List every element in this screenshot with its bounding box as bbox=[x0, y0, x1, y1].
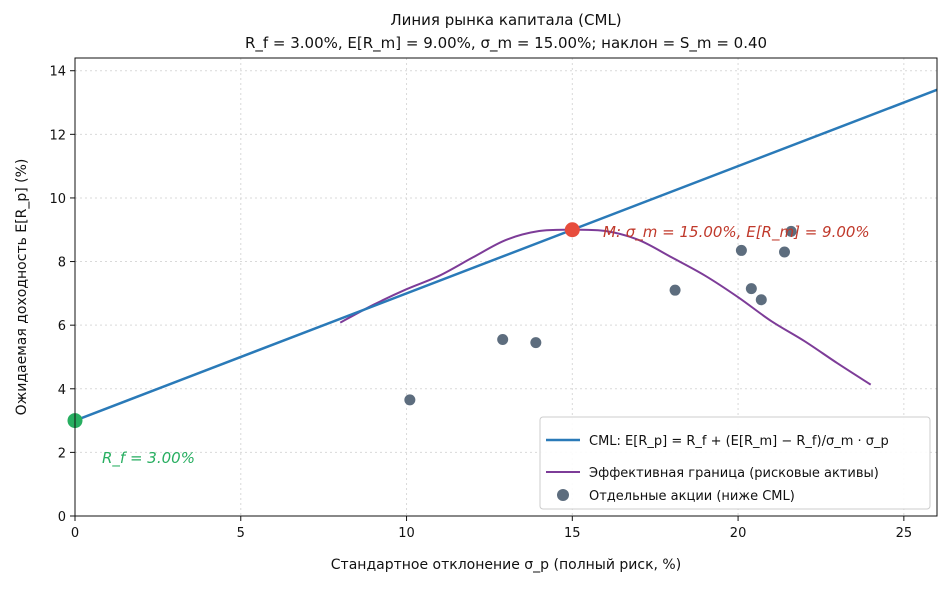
chart-subtitle: R_f = 3.00%, E[R_m] = 9.00%, σ_m = 15.00… bbox=[245, 34, 767, 53]
stock-point bbox=[755, 294, 767, 306]
legend-swatch-stocks bbox=[557, 489, 569, 501]
stock-point bbox=[785, 225, 797, 237]
stock-point bbox=[404, 394, 416, 406]
plot-area bbox=[67, 88, 937, 429]
y-tick-label: 8 bbox=[58, 256, 66, 271]
market-portfolio-point bbox=[564, 222, 580, 238]
legend-label-frontier: Эффективная граница (рисковые активы) bbox=[589, 466, 879, 481]
stock-point bbox=[735, 244, 747, 256]
legend-label-cml: CML: E[R_p] = R_f + (E[R_m] − R_f)/σ_m ·… bbox=[589, 434, 889, 449]
x-tick-label: 25 bbox=[896, 526, 913, 541]
y-tick-label: 14 bbox=[49, 65, 66, 80]
x-tick-label: 15 bbox=[564, 526, 581, 541]
legend: CML: E[R_p] = R_f + (E[R_m] − R_f)/σ_m ·… bbox=[539, 416, 931, 510]
series-group bbox=[75, 88, 937, 422]
legend-box bbox=[539, 416, 931, 510]
x-tick-label: 0 bbox=[71, 526, 79, 541]
y-tick-label: 10 bbox=[49, 192, 66, 207]
x-tick-label: 10 bbox=[398, 526, 415, 541]
x-axis-label: Стандартное отклонение σ_p (полный риск,… bbox=[331, 557, 681, 573]
x-tick-label: 20 bbox=[730, 526, 747, 541]
legend-label-stocks: Отдельные акции (ниже CML) bbox=[589, 489, 795, 504]
y-tick-label: 6 bbox=[58, 319, 66, 334]
market-portfolio-annotation: M: σ_m = 15.00%, E[R_m] = 9.00% bbox=[603, 223, 870, 242]
y-tick-label: 12 bbox=[49, 128, 66, 143]
y-tick-label: 2 bbox=[58, 446, 66, 461]
x-tick-label: 5 bbox=[237, 526, 245, 541]
risk-free-annotation: R_f = 3.00% bbox=[102, 449, 195, 468]
stock-point bbox=[530, 337, 542, 349]
stock-point bbox=[497, 333, 509, 345]
y-tick-label: 4 bbox=[58, 383, 66, 398]
plot-frame bbox=[74, 57, 938, 517]
stock-point bbox=[669, 284, 681, 296]
y-axis-label: Ожидаемая доходность E[R_p] (%) bbox=[14, 159, 30, 416]
cml-line bbox=[75, 88, 937, 422]
chart-title: Линия рынка капитала (CML) bbox=[390, 11, 621, 29]
stock-point bbox=[745, 283, 757, 295]
axis-ticks: 0 5 10 15 20 25 0 2 4 6 8 10 12 14 bbox=[49, 65, 912, 541]
stock-point bbox=[778, 246, 790, 258]
y-tick-label: 0 bbox=[58, 510, 66, 525]
efficient-frontier-line bbox=[339, 228, 872, 386]
